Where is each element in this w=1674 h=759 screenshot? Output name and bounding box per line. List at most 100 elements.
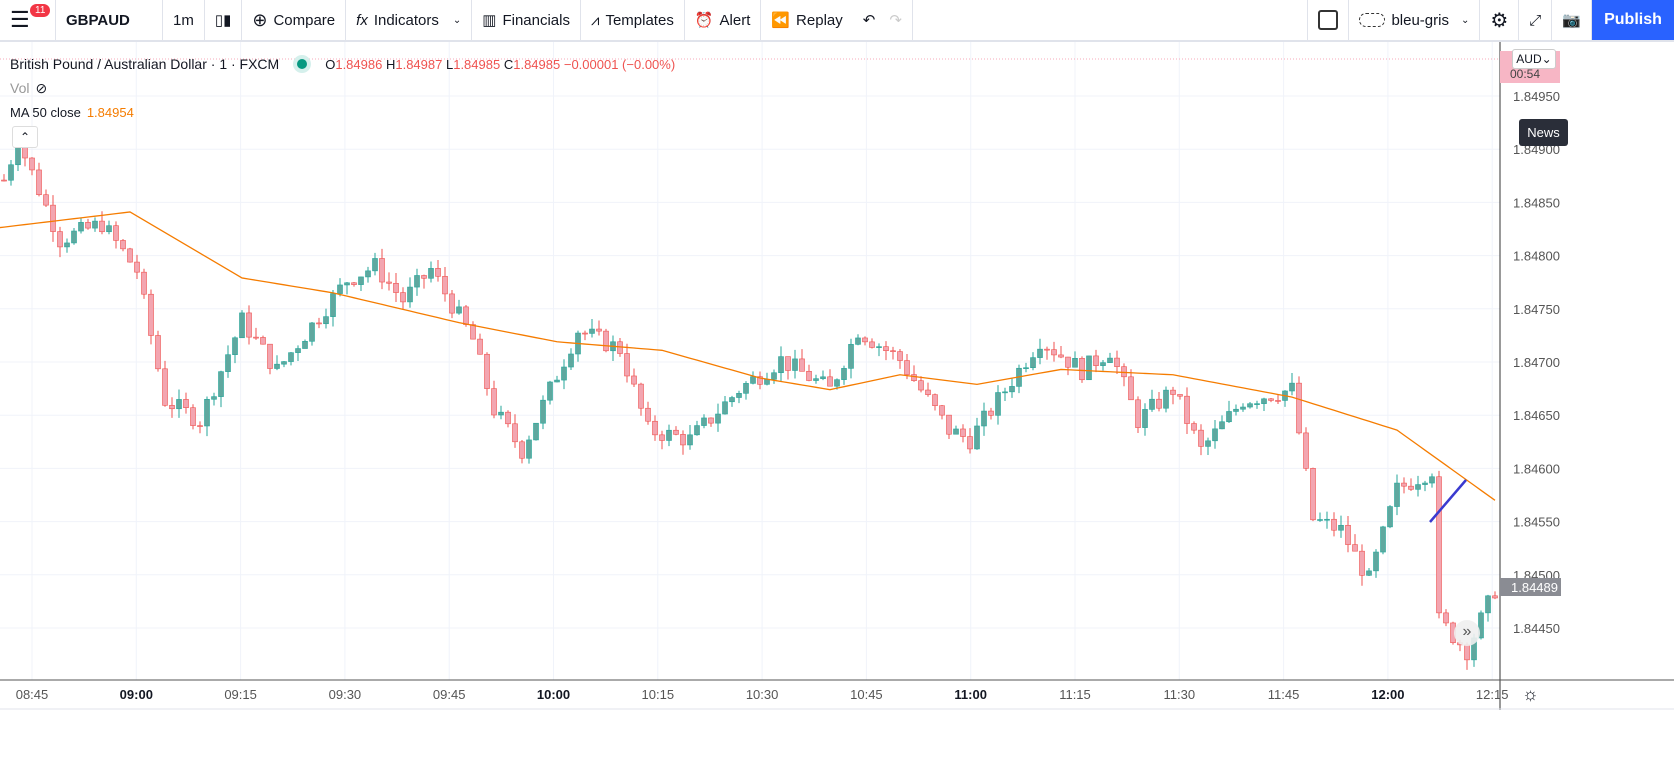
- candle-body: [729, 397, 735, 403]
- candle-body: [757, 376, 763, 385]
- candle-body: [792, 358, 798, 371]
- undo-redo: ↶ ↷: [853, 0, 913, 40]
- price-tick-label: 1.84650: [1513, 408, 1560, 423]
- rewind-icon: ⏪: [771, 12, 791, 29]
- symbol-title: British Pound / Australian Dollar · 1 · …: [10, 56, 280, 72]
- candle-body: [225, 354, 231, 372]
- templates-icon: ⩘: [590, 11, 600, 29]
- layout-dropdown[interactable]: bleu-gris ⌄: [1349, 0, 1481, 40]
- chevron-down-icon[interactable]: ⌄: [452, 14, 462, 26]
- candle-body: [99, 220, 105, 233]
- select-layout-checkbox[interactable]: [1307, 0, 1350, 40]
- screenshot-button[interactable]: 📷: [1552, 0, 1592, 40]
- price-tick-label: 1.84450: [1513, 621, 1560, 636]
- candle-body: [631, 375, 637, 385]
- time-tick-label: 10:15: [642, 687, 675, 702]
- candle-body: [722, 401, 728, 415]
- candle-body: [393, 282, 399, 293]
- publish-button[interactable]: Publish: [1592, 0, 1674, 40]
- candle-body: [1394, 482, 1400, 507]
- currency-dropdown[interactable]: AUD ⌄: [1512, 49, 1556, 69]
- candle-body: [309, 322, 315, 342]
- undo-icon[interactable]: ↶: [862, 12, 876, 29]
- indicators-button[interactable]: fx Indicators ⌄: [346, 0, 473, 40]
- scroll-to-realtime-button[interactable]: »: [1454, 620, 1480, 646]
- candle-body: [85, 222, 91, 229]
- news-button[interactable]: News: [1519, 119, 1568, 146]
- candle-body: [365, 270, 371, 278]
- candle-body: [1100, 362, 1106, 366]
- candle-body: [1065, 356, 1071, 368]
- candle-body: [1366, 570, 1372, 576]
- candle-body: [141, 271, 147, 295]
- candle-body: [540, 399, 546, 424]
- candle-body: [386, 281, 392, 284]
- candle-body: [981, 410, 987, 427]
- trend-line-drawing[interactable]: [1429, 479, 1467, 523]
- eye-hidden-icon[interactable]: ⊘: [35, 79, 48, 96]
- candle-body: [442, 276, 448, 295]
- candle-body: [1324, 518, 1330, 521]
- price-tick-label: 1.84600: [1513, 461, 1560, 476]
- candle-body: [1135, 399, 1141, 428]
- candle-body: [855, 337, 861, 345]
- candle-body: [687, 434, 693, 446]
- templates-button[interactable]: ⩘ Templates: [581, 0, 685, 40]
- candle-body: [78, 222, 84, 232]
- candle-body: [337, 284, 343, 294]
- candle-body: [1107, 357, 1113, 363]
- settings-button[interactable]: ⚙: [1480, 0, 1520, 40]
- symbol-search[interactable]: GBPAUD: [56, 0, 163, 40]
- candle-body: [1492, 595, 1498, 599]
- candle-body: [876, 346, 882, 348]
- candle-body: [960, 428, 966, 437]
- fullscreen-button[interactable]: ⤢: [1519, 0, 1553, 40]
- candle-body: [134, 261, 140, 273]
- candle-body: [1156, 398, 1162, 409]
- financials-button[interactable]: ▥ Financials: [472, 0, 581, 40]
- candle-body: [1429, 476, 1435, 484]
- candle-body: [568, 353, 574, 368]
- redo-icon[interactable]: ↷: [889, 12, 902, 29]
- axis-settings-button[interactable]: ☼: [1522, 684, 1539, 704]
- candle-body: [498, 411, 504, 416]
- candle-body: [288, 352, 294, 362]
- candle-body: [1240, 406, 1246, 410]
- candle-body: [1219, 421, 1225, 430]
- candle-body: [736, 393, 742, 398]
- candle-body: [1226, 411, 1232, 423]
- ma-label: MA 50 close: [10, 104, 81, 120]
- candle-body: [512, 423, 518, 443]
- moving-average-line: [0, 211, 1496, 501]
- candle-body: [1058, 354, 1064, 358]
- candle-body: [15, 147, 21, 166]
- candle-body: [1142, 409, 1148, 428]
- candle-body: [883, 346, 889, 352]
- candle-body: [1268, 398, 1274, 401]
- candle-body: [708, 417, 714, 424]
- candle-body: [1, 179, 7, 182]
- candle-body: [1401, 482, 1407, 487]
- alert-button[interactable]: ⏰ Alert: [685, 0, 762, 40]
- replay-button[interactable]: ⏪ Replay: [761, 0, 852, 40]
- interval-button[interactable]: 1m: [163, 0, 205, 40]
- time-tick-label: 08:45: [16, 687, 49, 702]
- candle-body: [1170, 389, 1176, 395]
- candle-body: [1184, 395, 1190, 424]
- ma-value: 1.84954: [86, 104, 134, 120]
- price-chart[interactable]: 1.849501.849001.848501.848001.847501.847…: [0, 42, 1674, 710]
- candle-body: [1380, 526, 1386, 553]
- candle-body: [715, 413, 721, 424]
- chart-type-button[interactable]: ▯▮: [205, 0, 243, 40]
- candle-body: [176, 399, 182, 410]
- candle-body: [316, 322, 322, 325]
- candle-body: [1261, 398, 1267, 404]
- candle-body: [155, 335, 161, 370]
- compare-button[interactable]: ⊕ Compare: [242, 0, 347, 40]
- templates-label: Templates: [605, 11, 674, 29]
- candle-body: [1128, 376, 1134, 401]
- candle-body: [1422, 482, 1428, 485]
- candle-body: [204, 399, 210, 427]
- collapse-legend-button[interactable]: ⌃: [12, 126, 38, 148]
- menu-button[interactable]: ☰ 11: [0, 0, 56, 40]
